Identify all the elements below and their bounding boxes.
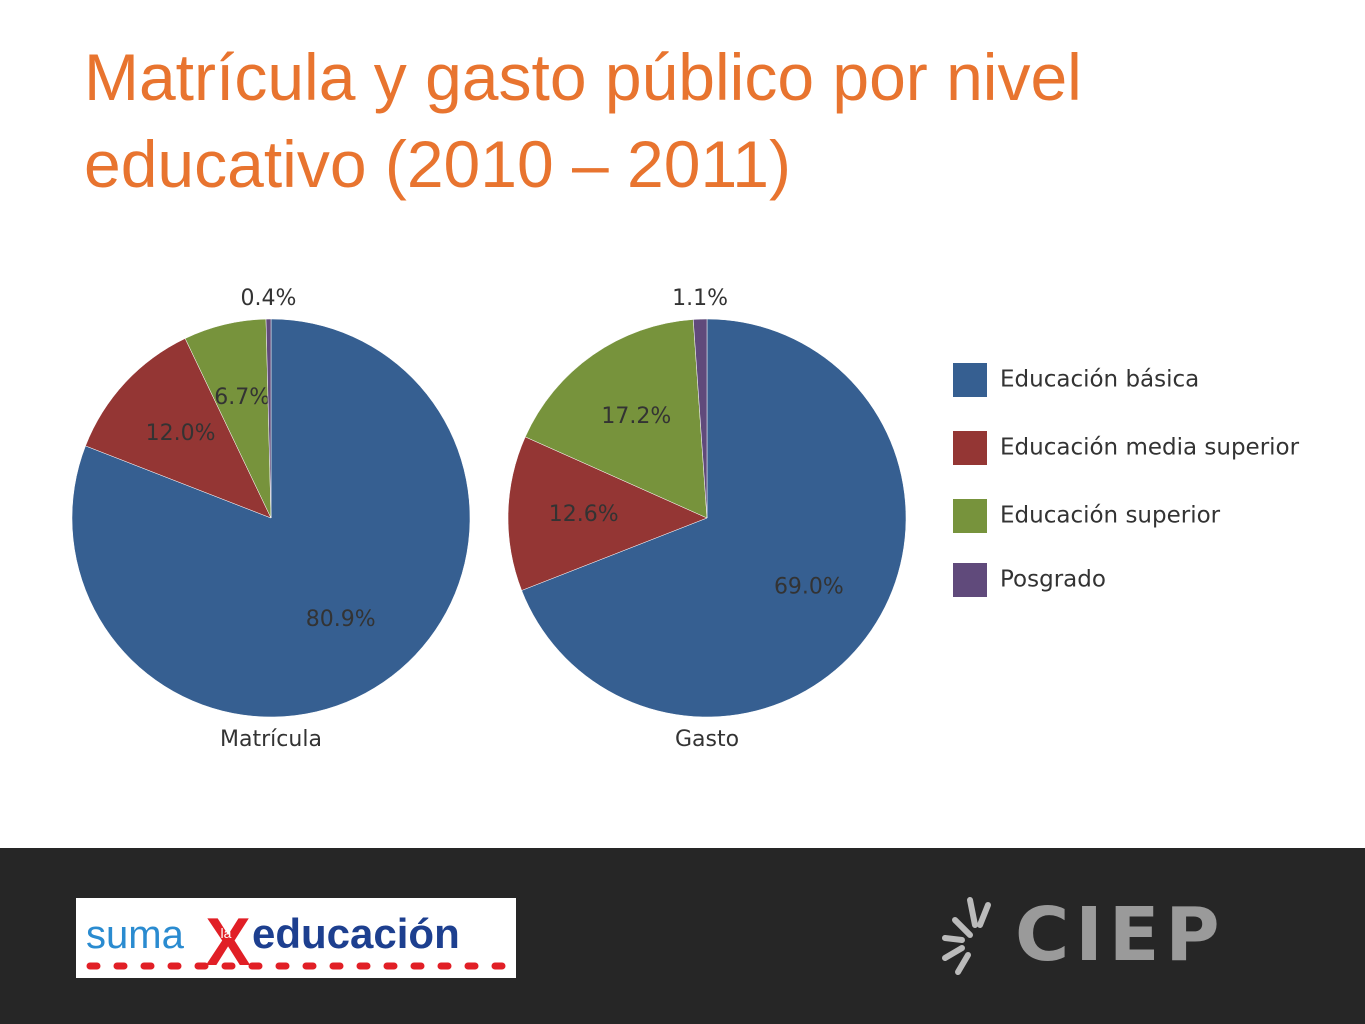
- slide-title: educativo (2010 – 2011): [84, 127, 791, 201]
- data-label: 69.0%: [774, 575, 844, 600]
- data-label: 12.0%: [146, 421, 216, 446]
- legend-swatch: [953, 431, 987, 465]
- data-label: 1.1%: [672, 286, 728, 311]
- legend-label: Posgrado: [1000, 567, 1106, 593]
- logo-text: suma: [86, 913, 185, 957]
- pie-slice: [507, 436, 708, 591]
- pie-slice: [265, 318, 272, 519]
- data-label: 80.9%: [306, 607, 376, 632]
- logo-text: CIEP: [1015, 892, 1226, 978]
- legend-label: Educación superior: [1000, 503, 1221, 529]
- legend-label: Educación media superior: [1000, 435, 1300, 461]
- logo-burst: [942, 897, 991, 975]
- pie-title: Gasto: [675, 727, 739, 752]
- pie-slice: [692, 318, 708, 519]
- pie-slice: [521, 318, 907, 718]
- data-label: 6.7%: [214, 385, 270, 410]
- logo-text: educación: [252, 910, 460, 957]
- data-label: 17.2%: [601, 404, 671, 429]
- legend-swatch: [953, 499, 987, 533]
- legend-swatch: [953, 363, 987, 397]
- logo-text: la: [221, 925, 232, 941]
- pie-slice: [85, 338, 272, 519]
- data-label: 12.6%: [549, 502, 619, 527]
- pie-slice: [524, 319, 708, 519]
- legend-swatch: [953, 563, 987, 597]
- legend-label: Educación básica: [1000, 367, 1199, 393]
- pie-title: Matrícula: [220, 727, 322, 752]
- data-label: 0.4%: [241, 286, 297, 311]
- slide-title: Matrícula y gasto público por nivel: [84, 40, 1082, 114]
